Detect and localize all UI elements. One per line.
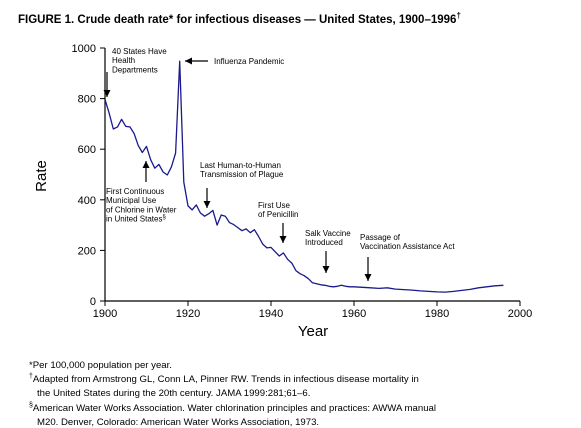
y-tick-label: 400 [78, 195, 96, 207]
annotation-arrow-head [279, 236, 287, 243]
footnote-text: the United States during the 20th centur… [37, 388, 311, 400]
figure-title-mark: † [456, 11, 461, 20]
x-tick-label: 2000 [508, 308, 532, 320]
annotation-label: Municipal Use [106, 196, 157, 205]
footnote-text: M20. Denver, Colorado: American Water Wo… [37, 416, 320, 428]
footnote: *Per 100,000 population per year. [29, 357, 436, 371]
annotation-label: Introduced [305, 238, 343, 247]
annotation-label: of Chlorine in Water [106, 205, 177, 214]
annotation-label: Departments [112, 65, 158, 74]
footnote-text: *Per 100,000 population per year. [29, 360, 172, 372]
ticks: 1900 1920 1940 1960 1980 2000 0 200 400 600 800 100… [72, 43, 533, 320]
footnote-text: American Water Works Association. Water … [32, 402, 436, 414]
annotation-arrow-head [103, 90, 111, 97]
x-tick-label: 1920 [176, 308, 200, 320]
series-line [104, 60, 504, 293]
footnote: the United States during the 20th centur… [29, 385, 436, 400]
annotation-label: of Penicillin [258, 210, 298, 219]
annotation-label: Passage of [360, 233, 401, 242]
x-tick-label: 1980 [425, 308, 449, 320]
footnote-mark: § [29, 401, 33, 409]
annotation-label: Transmission of Plague [200, 170, 284, 179]
annotation-label: Influenza Pandemic [214, 57, 284, 66]
annotation-label: 40 States Have [112, 47, 167, 56]
y-tick-label: 800 [78, 94, 96, 106]
y-axis-label: Rate [33, 160, 50, 192]
x-axis-label: Year [298, 323, 328, 340]
figure-title: FIGURE 1. Crude death rate* for infectio… [18, 11, 461, 26]
figure-title-text: FIGURE 1. Crude death rate* for infectio… [18, 13, 457, 26]
annotation-arrow-head [364, 274, 372, 281]
annotation-label: Last Human-to-Human [200, 161, 281, 170]
x-tick-label: 1960 [342, 308, 366, 320]
footnote: †Adapted from Armstrong GL, Conn LA, Pin… [29, 371, 436, 385]
footnote-mark: † [29, 373, 33, 381]
footnote-text: Adapted from Armstrong GL, Conn LA, Pinn… [32, 374, 419, 386]
y-tick-label: 1000 [72, 43, 96, 55]
annotation-label: Health [112, 56, 135, 65]
x-tick-label: 1940 [259, 308, 283, 320]
y-tick-label: 600 [78, 144, 96, 156]
annotation-label: in United States§ [106, 215, 166, 224]
footnotes: *Per 100,000 population per year. †Adapt… [29, 357, 436, 428]
annotation-label: First Continuous [106, 187, 164, 196]
annotation-arrow-head [203, 201, 211, 208]
death-rate-chart: 1900 1920 1940 1960 1980 2000 0 200 400 600 800 100… [33, 43, 533, 340]
x-tick-label: 1900 [93, 308, 117, 320]
annotation-label: Salk Vaccine [305, 229, 351, 238]
footnote: §American Water Works Association. Water… [29, 400, 436, 414]
annotation-label: Vaccination Assistance Act [360, 242, 455, 251]
annotation-arrow-head [185, 57, 192, 65]
footnote: M20. Denver, Colorado: American Water Wo… [29, 414, 436, 428]
y-tick-label: 0 [90, 296, 96, 308]
annotation-arrow-head [142, 161, 150, 168]
annotation-label: First Use [258, 201, 291, 210]
annotation-arrow-head [322, 266, 330, 273]
y-tick-label: 200 [78, 245, 96, 257]
